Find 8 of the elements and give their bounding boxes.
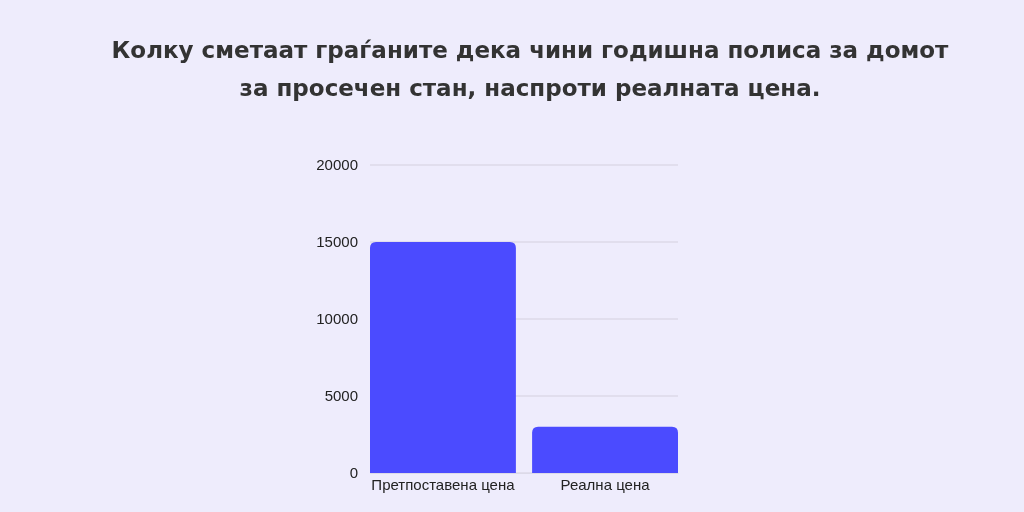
y-tick-label: 5000 — [324, 387, 358, 405]
y-tick-label: 15000 — [316, 233, 358, 251]
y-tick-label: 20000 — [316, 156, 358, 174]
x-tick-label: Реална цена — [560, 475, 651, 493]
chart-title: Колку сметаат граѓаните дека чини годишна полиса за домот за просечен стан, наспроти реалната цена. — [111, 37, 950, 101]
x-tick-label: Претпоставена цена — [371, 475, 516, 493]
y-tick-label: 0 — [349, 464, 358, 482]
y-tick-label: 10000 — [316, 310, 358, 328]
